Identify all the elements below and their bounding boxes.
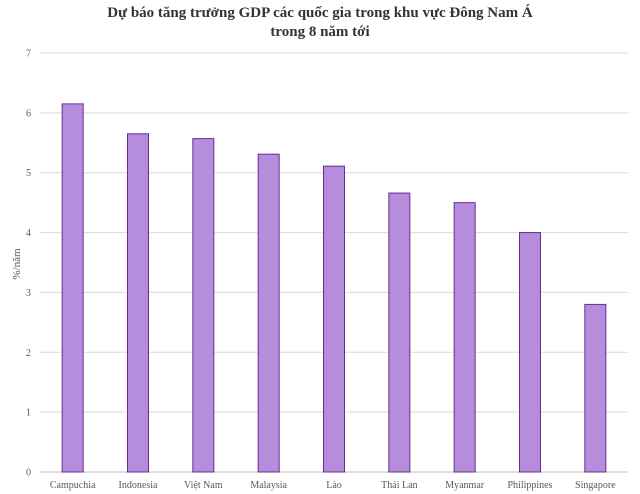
x-tick-label: Thái Lan (381, 480, 417, 491)
chart-title: Dự báo tăng trưởng GDP các quốc gia tron… (0, 4, 640, 42)
y-tick-label: 2 (26, 348, 31, 359)
y-tick-label: 5 (26, 168, 31, 179)
bar-việt-nam (192, 138, 215, 473)
x-tick-label: Campuchia (50, 480, 96, 491)
x-tick-label: Indonesia (119, 480, 158, 491)
x-tick-label: Malaysia (250, 480, 287, 491)
y-tick-label: 6 (26, 108, 31, 119)
chart-title-line-2: trong 8 năm tới (270, 24, 370, 40)
bar-campuchia (61, 103, 84, 473)
bars (61, 103, 607, 473)
bar-indonesia (127, 133, 149, 473)
y-tick-label: 7 (26, 49, 31, 60)
y-tick-label: 4 (26, 228, 31, 239)
x-tick-label: Việt Nam (184, 480, 223, 491)
y-axis-label: %/năm (11, 248, 23, 280)
bar-myanmar (453, 202, 476, 473)
x-tick-label: Singapore (575, 480, 616, 491)
bar-philippines (519, 232, 541, 473)
x-tick-label: Philippines (507, 480, 552, 491)
x-tick-label: Myanmar (445, 480, 485, 491)
bar-thái-lan (388, 192, 411, 473)
chart-title-line-1: Dự báo tăng trưởng GDP các quốc gia tron… (107, 5, 533, 21)
x-tick-label: Lào (326, 480, 342, 491)
bar-singapore (584, 303, 607, 473)
y-tick-label: 3 (26, 288, 31, 299)
y-tick-label: 1 (26, 408, 31, 419)
bar-lào (323, 165, 345, 473)
y-tick-label: 0 (26, 468, 31, 479)
x-axis-ticks: Campuchia Indonesia Việt Nam Malaysia Lào Thá… (50, 480, 616, 491)
bar-malaysia (257, 153, 280, 473)
y-axis-ticks: 0 1 2 3 4 5 6 7 (26, 49, 31, 479)
